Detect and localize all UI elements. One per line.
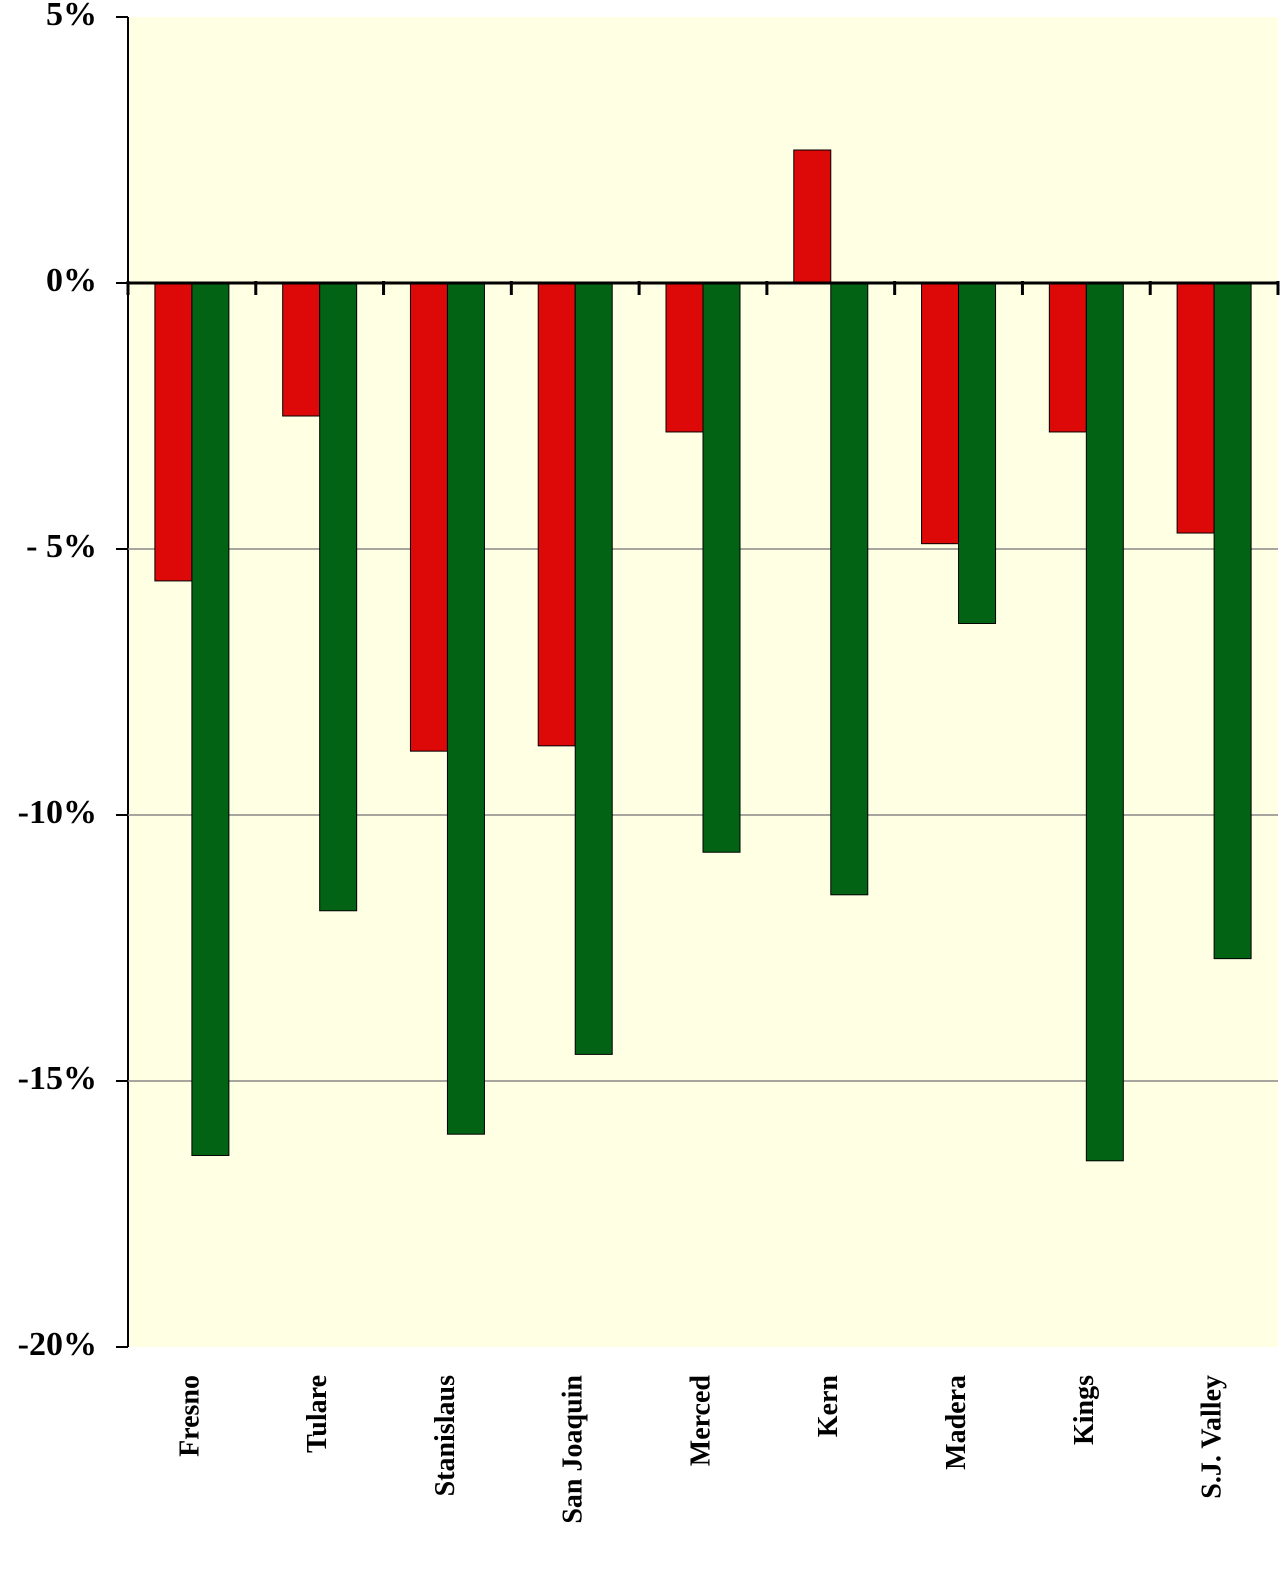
- bar: [665, 282, 704, 433]
- bar: [446, 282, 485, 1135]
- bar: [702, 282, 741, 853]
- y-tick-label: 0%: [46, 262, 97, 299]
- x-tick-label: Kern: [813, 1375, 844, 1438]
- bar: [409, 282, 448, 752]
- y-tick-label: -20%: [18, 1326, 97, 1363]
- bar: [574, 282, 613, 1055]
- x-tick-label: Merced: [685, 1375, 716, 1467]
- y-tick-label: 5%: [46, 0, 97, 33]
- y-tick-label: -15%: [18, 1060, 97, 1097]
- bar: [1213, 282, 1252, 960]
- bar: [793, 149, 832, 284]
- x-tick-label: Kings: [1069, 1375, 1100, 1445]
- bar: [191, 282, 230, 1156]
- bar: [537, 282, 576, 747]
- bar: [319, 282, 358, 912]
- x-tick-label: Tulare: [302, 1375, 333, 1453]
- bar: [830, 282, 869, 896]
- bar: [1085, 282, 1124, 1162]
- x-tick-label: Stanislaus: [430, 1375, 461, 1496]
- x-tick-label: Madera: [941, 1375, 972, 1470]
- bar: [921, 282, 960, 545]
- bar: [1176, 282, 1215, 534]
- bar: [958, 282, 997, 624]
- x-tick-label: San Joaquin: [558, 1375, 589, 1524]
- bar: [282, 282, 321, 417]
- y-tick-label: - 5%: [26, 528, 97, 565]
- x-tick-label: S.J. Valley: [1197, 1375, 1228, 1499]
- bar: [1048, 282, 1087, 433]
- y-tick-label: -10%: [18, 794, 97, 831]
- bar: [154, 282, 193, 582]
- x-tick-label: Fresno: [174, 1375, 205, 1457]
